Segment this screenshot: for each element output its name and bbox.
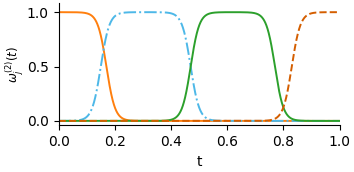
Y-axis label: $\omega_j^{(2)}(t)$: $\omega_j^{(2)}(t)$ xyxy=(4,46,25,83)
X-axis label: t: t xyxy=(196,154,202,169)
